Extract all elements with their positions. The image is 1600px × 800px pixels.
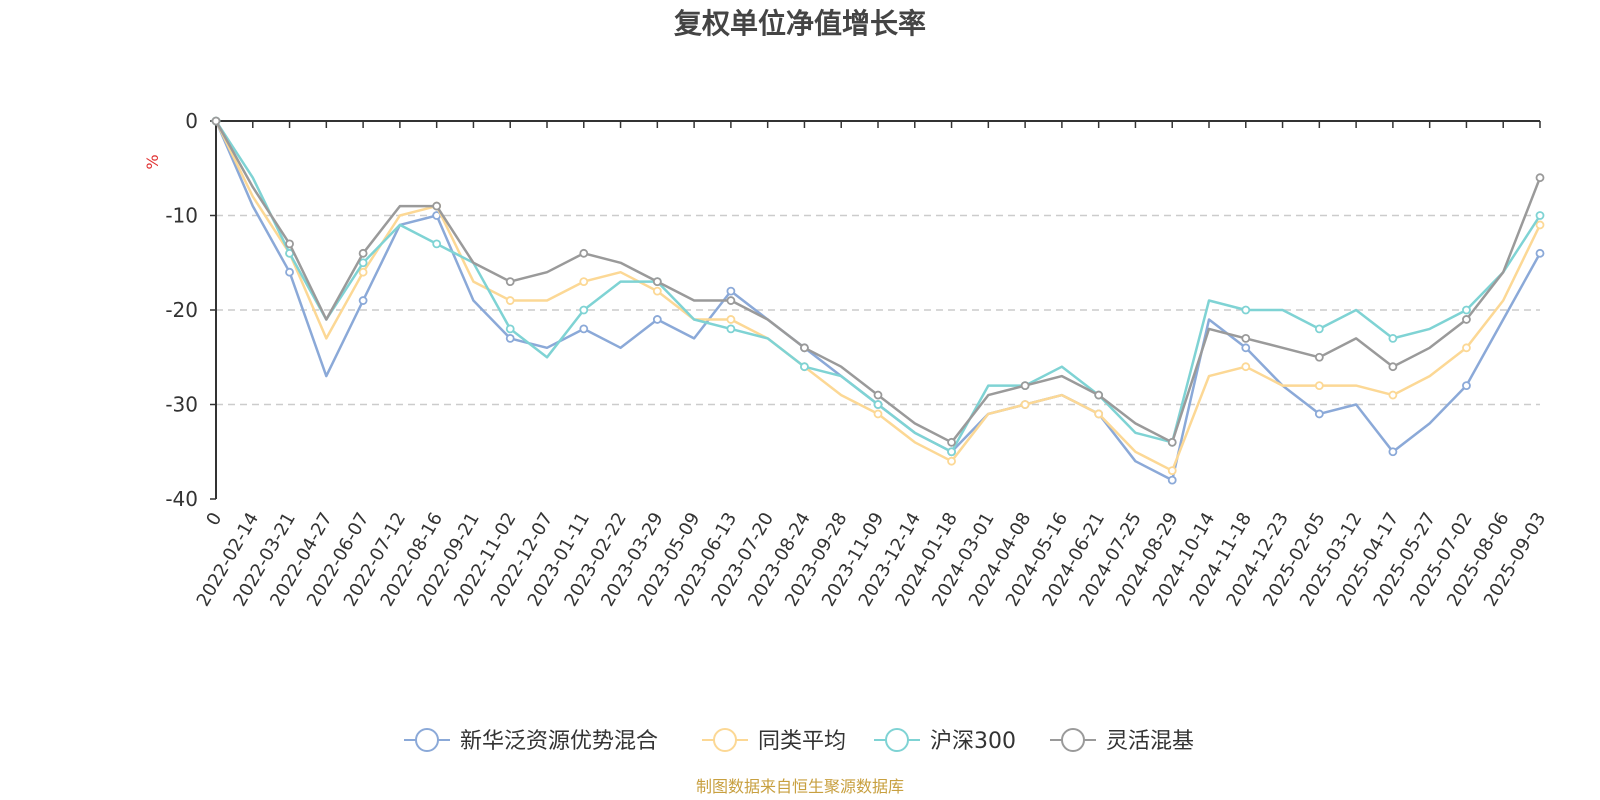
- data-point: [1241, 362, 1251, 372]
- data-point: [579, 277, 589, 287]
- data-point: [652, 286, 662, 296]
- data-point: [800, 343, 809, 353]
- data-point: [579, 248, 589, 258]
- data-point: [211, 116, 221, 126]
- series-4: [211, 116, 1545, 447]
- data-point: [505, 296, 515, 305]
- data-point: [1462, 315, 1471, 324]
- data-point: [1388, 333, 1398, 343]
- data-point: [1094, 409, 1104, 419]
- grid: [216, 214, 1540, 406]
- y-axis-unit: %: [143, 154, 162, 169]
- data-point: [1241, 333, 1251, 343]
- data-point: [873, 400, 883, 409]
- data-point: [1535, 248, 1545, 258]
- series-2: [211, 116, 1545, 476]
- x-axis: 02022-02-142022-03-212022-04-272022-06-0…: [193, 120, 1550, 610]
- data-point: [432, 201, 442, 211]
- legend-label: 灵活混基: [1106, 729, 1194, 754]
- data-point: [1535, 211, 1545, 220]
- y-tick-label: -30: [165, 393, 198, 417]
- legend-marker: [885, 728, 909, 752]
- data-point: [1388, 362, 1398, 372]
- legend-label: 新华泛资源优势混合: [460, 729, 658, 754]
- legend-label: 同类平均: [758, 729, 846, 754]
- data-point: [652, 277, 662, 287]
- data-point: [1167, 475, 1177, 485]
- data-point: [800, 362, 809, 372]
- y-axis: 0 -10 -20 -30 -40: [165, 109, 217, 511]
- y-tick-label: 0: [185, 109, 198, 133]
- data-point: [505, 277, 515, 287]
- legend-item: 沪深300: [874, 728, 1016, 754]
- data-point: [1094, 390, 1104, 400]
- data-point: [873, 390, 883, 400]
- data-point: [1388, 390, 1398, 400]
- x-tick-label: 0: [202, 509, 226, 529]
- data-point: [1314, 352, 1324, 362]
- data-point: [1167, 466, 1177, 476]
- data-point: [358, 258, 368, 268]
- data-point: [1388, 447, 1398, 457]
- data-point: [1535, 173, 1545, 183]
- data-point: [726, 324, 736, 334]
- data-point: [358, 296, 368, 305]
- data-point: [947, 437, 956, 447]
- data-point: [652, 315, 662, 324]
- data-point: [579, 324, 589, 334]
- legend-item: 新华泛资源优势混合: [404, 728, 658, 754]
- legend-item: 同类平均: [702, 728, 846, 754]
- data-point: [1167, 437, 1177, 447]
- data-point: [358, 248, 368, 258]
- data-point: [358, 267, 368, 277]
- data-point: [1241, 343, 1251, 353]
- data-point: [1462, 381, 1471, 391]
- data-point: [1314, 409, 1324, 419]
- plot-area: [211, 116, 1545, 485]
- data-point: [726, 286, 736, 296]
- series-line: [214, 120, 1542, 482]
- data-point: [1462, 305, 1471, 315]
- legend-marker: [415, 728, 439, 752]
- data-point: [285, 267, 294, 277]
- data-point: [579, 305, 589, 315]
- data-point: [947, 447, 956, 457]
- legend: 新华泛资源优势混合 同类平均 沪深300 灵活混基: [404, 728, 1194, 754]
- source-note: 制图数据来自恒生聚源数据库: [696, 777, 904, 796]
- data-point: [1314, 381, 1324, 391]
- data-point: [726, 315, 736, 324]
- chart-title: 复权单位净值增长率: [674, 7, 926, 40]
- legend-marker: [1061, 728, 1085, 752]
- data-point: [505, 324, 515, 334]
- data-point: [1020, 381, 1030, 391]
- data-point: [1241, 305, 1251, 315]
- data-point: [873, 409, 883, 419]
- data-point: [1020, 400, 1030, 409]
- y-tick-label: -40: [165, 487, 198, 511]
- data-point: [726, 296, 736, 305]
- data-point: [285, 239, 294, 249]
- data-point: [505, 333, 515, 343]
- data-point: [432, 239, 442, 249]
- data-point: [947, 456, 956, 466]
- data-point: [1314, 324, 1324, 334]
- legend-item: 灵活混基: [1050, 728, 1194, 754]
- y-tick-label: -20: [165, 298, 198, 322]
- data-point: [1462, 343, 1471, 353]
- legend-label: 沪深300: [930, 729, 1016, 754]
- y-tick-label: -10: [165, 204, 198, 228]
- data-point: [1535, 220, 1545, 230]
- series-1: [211, 116, 1545, 485]
- legend-marker: [713, 728, 737, 752]
